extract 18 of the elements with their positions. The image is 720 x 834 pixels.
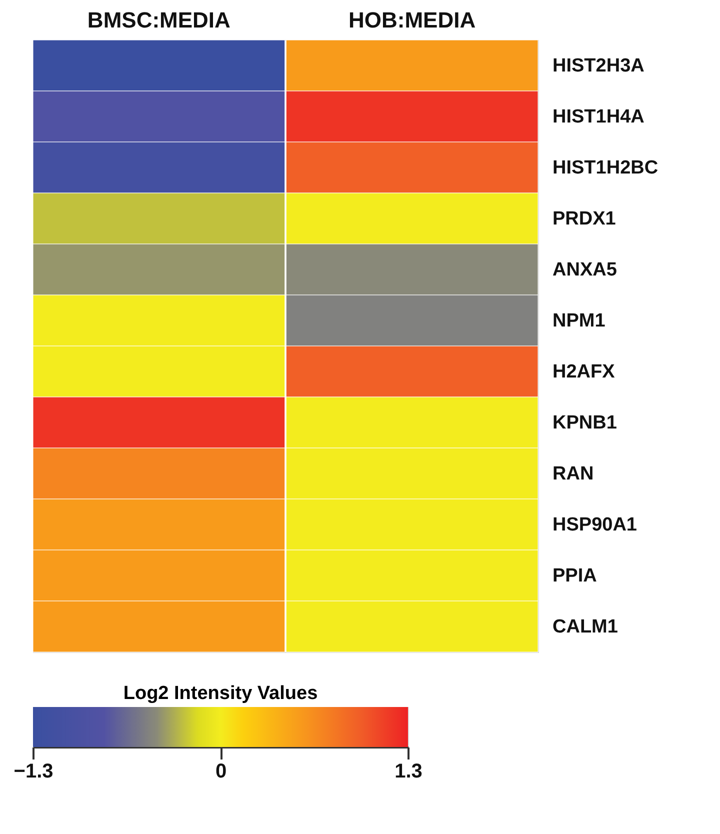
y-tick-label: HIST2H3A — [552, 56, 645, 76]
y-tick-label: KPNB1 — [552, 412, 618, 434]
color-bar-label: 0 — [215, 760, 227, 782]
y-tick-label: ANXA5 — [552, 260, 618, 280]
color-bar-label: 1.3 — [394, 760, 422, 782]
y-tick-label: HIST1H4A — [552, 106, 645, 128]
y-tick-label: RAN — [552, 464, 594, 484]
color-bar-title: Log2 Intensity Values — [123, 683, 318, 704]
y-tick-label: PPIA — [552, 566, 598, 586]
y-tick-label: NPM1 — [552, 310, 606, 332]
y-tick-label: H2AFX — [552, 362, 616, 382]
color-bar-label: −1.3 — [14, 760, 54, 782]
y-tick-label: PRDX1 — [552, 208, 616, 230]
x-tick-label: BMSC:MEDIA — [87, 8, 231, 32]
x-tick-label: HOB:MEDIA — [348, 8, 476, 32]
y-tick-label: CALM1 — [552, 616, 618, 638]
y-tick-label: HSP90A1 — [552, 514, 638, 536]
y-tick-label: HIST1H2BC — [552, 158, 658, 178]
